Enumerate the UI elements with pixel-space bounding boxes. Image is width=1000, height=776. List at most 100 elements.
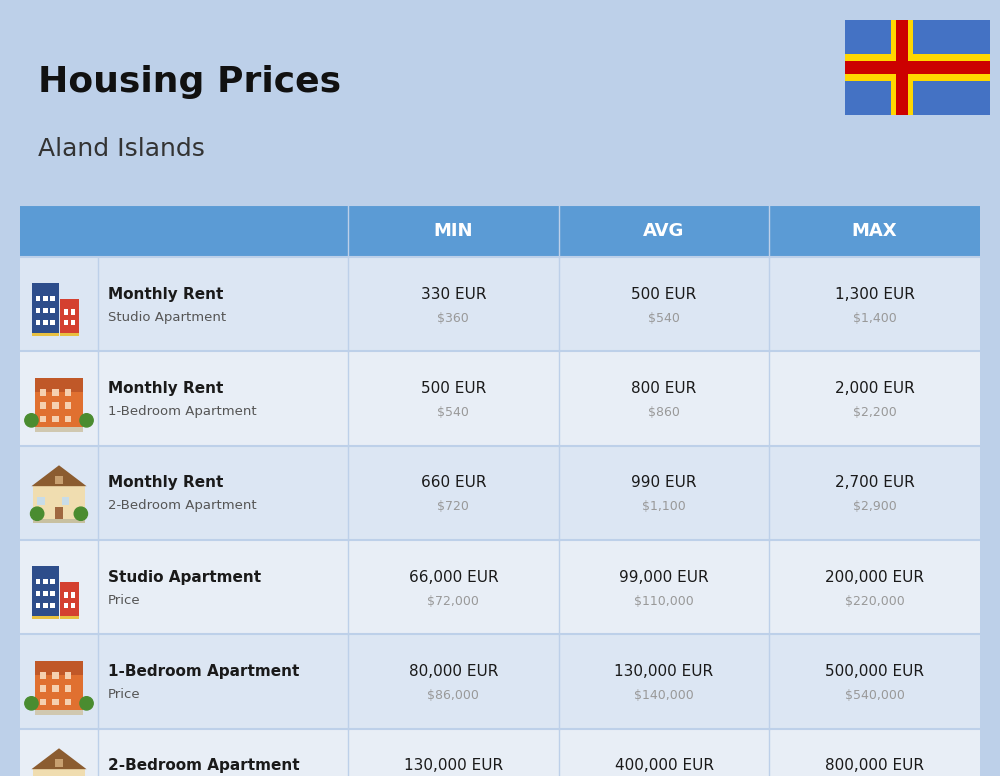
Text: 800 EUR: 800 EUR <box>631 381 697 396</box>
Text: 1-Bedroom Apartment: 1-Bedroom Apartment <box>108 664 299 679</box>
Bar <box>40 685 46 692</box>
Bar <box>60 583 79 615</box>
Bar <box>65 685 71 692</box>
Circle shape <box>31 507 44 521</box>
Circle shape <box>80 414 93 427</box>
Bar <box>35 660 83 675</box>
Text: 1-Bedroom Apartment: 1-Bedroom Apartment <box>108 405 257 418</box>
Bar <box>43 579 48 584</box>
Bar <box>35 378 83 393</box>
Text: $86,000: $86,000 <box>427 689 479 702</box>
Text: 2-Bedroom Apartment: 2-Bedroom Apartment <box>108 499 257 512</box>
Bar <box>36 320 40 325</box>
Bar <box>52 389 59 396</box>
Text: 330 EUR: 330 EUR <box>421 286 486 302</box>
Bar <box>60 333 79 337</box>
Bar <box>32 333 59 337</box>
Bar <box>52 672 59 679</box>
Circle shape <box>25 697 38 710</box>
Bar <box>65 416 71 422</box>
Bar <box>40 416 46 422</box>
Text: 200,000 EUR: 200,000 EUR <box>825 570 924 584</box>
Bar <box>60 300 79 333</box>
Bar <box>40 402 46 409</box>
Bar <box>33 769 85 776</box>
Bar <box>43 308 48 314</box>
Text: 1,300 EUR: 1,300 EUR <box>835 286 915 302</box>
Text: $540,000: $540,000 <box>845 689 905 702</box>
Text: 2,700 EUR: 2,700 EUR <box>835 476 915 490</box>
Bar <box>36 603 40 608</box>
Bar <box>33 519 85 523</box>
Bar <box>43 296 48 301</box>
Text: $540: $540 <box>648 312 680 324</box>
Bar <box>33 487 85 519</box>
Text: 2,000 EUR: 2,000 EUR <box>835 381 915 396</box>
Bar <box>71 320 75 325</box>
Bar <box>20 634 980 729</box>
Text: 500 EUR: 500 EUR <box>631 286 697 302</box>
Text: 130,000 EUR: 130,000 EUR <box>614 664 714 679</box>
Bar <box>845 54 990 81</box>
Text: 2-Bedroom Apartment: 2-Bedroom Apartment <box>108 758 300 774</box>
Bar <box>845 61 990 74</box>
Text: MAX: MAX <box>852 222 897 240</box>
Bar <box>40 698 46 705</box>
Text: 66,000 EUR: 66,000 EUR <box>409 570 498 584</box>
Bar <box>50 296 55 301</box>
Bar <box>52 402 59 409</box>
Bar <box>20 257 980 352</box>
Text: Studio Apartment: Studio Apartment <box>108 310 226 324</box>
Text: $72,000: $72,000 <box>427 594 479 608</box>
Circle shape <box>80 697 93 710</box>
Text: 400,000 EUR: 400,000 EUR <box>615 758 714 774</box>
Circle shape <box>74 507 88 521</box>
Bar <box>65 672 71 679</box>
Bar <box>64 320 68 325</box>
Bar <box>64 603 68 608</box>
Bar <box>36 308 40 314</box>
Bar <box>35 378 83 427</box>
Bar <box>55 476 63 484</box>
Text: 660 EUR: 660 EUR <box>421 476 486 490</box>
Text: $1,100: $1,100 <box>642 501 686 514</box>
Bar <box>20 540 980 634</box>
Bar <box>35 660 83 710</box>
Bar <box>20 445 980 540</box>
Text: 500,000 EUR: 500,000 EUR <box>825 664 924 679</box>
Bar <box>52 685 59 692</box>
Text: 99,000 EUR: 99,000 EUR <box>619 570 709 584</box>
Text: 990 EUR: 990 EUR <box>631 476 697 490</box>
Text: 500 EUR: 500 EUR <box>421 381 486 396</box>
Bar <box>64 310 68 314</box>
Bar <box>36 579 40 584</box>
Bar <box>71 603 75 608</box>
Text: $360: $360 <box>437 312 469 324</box>
Bar <box>55 759 63 767</box>
Bar <box>32 566 59 615</box>
Bar <box>32 283 59 333</box>
Bar <box>20 729 980 776</box>
Bar <box>50 591 55 596</box>
Bar <box>71 592 75 598</box>
Text: Monthly Rent: Monthly Rent <box>108 286 223 302</box>
Bar <box>36 591 40 596</box>
Bar <box>71 310 75 314</box>
Bar <box>60 615 79 619</box>
Bar <box>891 20 913 115</box>
Bar <box>32 615 59 619</box>
Bar <box>62 497 69 505</box>
Bar <box>43 591 48 596</box>
Bar <box>64 592 68 598</box>
Text: $1,400: $1,400 <box>853 312 897 324</box>
Text: $860: $860 <box>648 406 680 419</box>
Bar <box>52 416 59 422</box>
Bar <box>36 296 40 301</box>
Bar <box>43 603 48 608</box>
Bar <box>50 603 55 608</box>
Circle shape <box>25 414 38 427</box>
Bar <box>43 320 48 325</box>
Text: Studio Apartment: Studio Apartment <box>108 570 261 584</box>
Bar <box>35 427 83 431</box>
Text: $110,000: $110,000 <box>634 594 694 608</box>
